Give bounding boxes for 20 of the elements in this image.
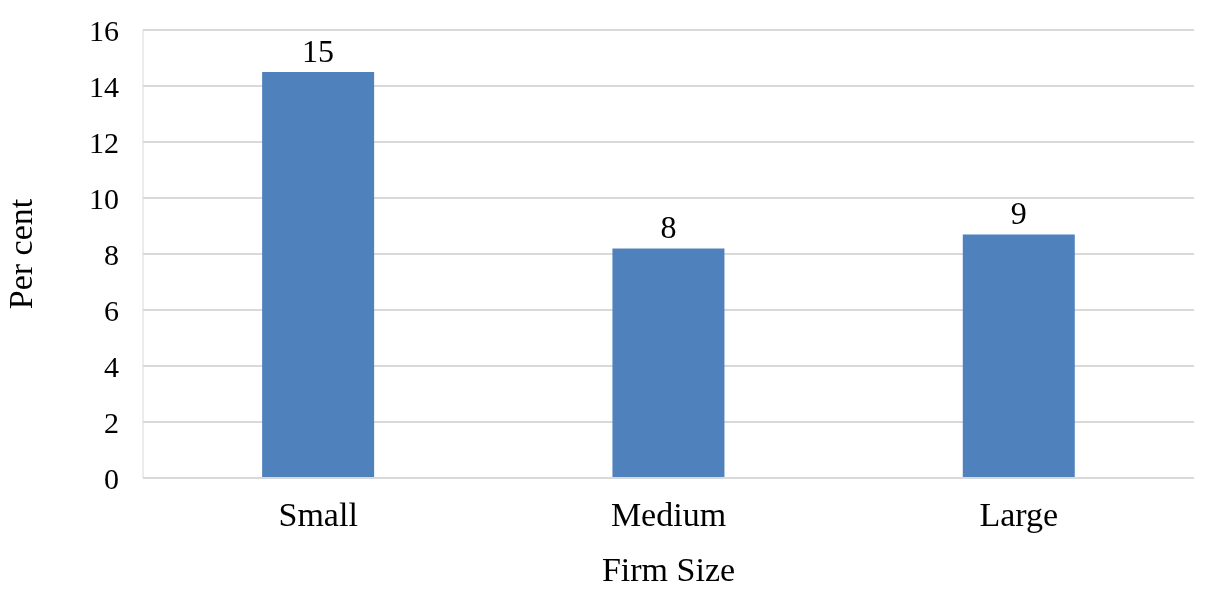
- data-label: 8: [660, 209, 677, 246]
- y-tick-label: 4: [104, 349, 119, 383]
- x-tick-label: Small: [278, 496, 358, 534]
- y-tick-label: 14: [89, 69, 119, 103]
- y-tick-label: 16: [89, 13, 119, 47]
- y-tick-label: 10: [89, 181, 119, 215]
- data-label: 9: [1010, 195, 1027, 232]
- y-tick-label: 8: [104, 237, 119, 271]
- y-tick-label: 12: [89, 125, 119, 159]
- y-tick-label: 0: [104, 461, 119, 495]
- bar: [612, 248, 725, 478]
- bar: [262, 72, 375, 478]
- x-tick-label: Large: [979, 496, 1059, 534]
- x-tick-label: Medium: [610, 496, 727, 534]
- bar: [962, 234, 1075, 478]
- y-tick-label: 6: [104, 293, 119, 327]
- y-axis-title: Per cent: [2, 198, 40, 310]
- data-label: 15: [302, 33, 335, 69]
- y-tick-label: 2: [104, 405, 119, 439]
- x-axis-title: Firm Size: [601, 551, 736, 588]
